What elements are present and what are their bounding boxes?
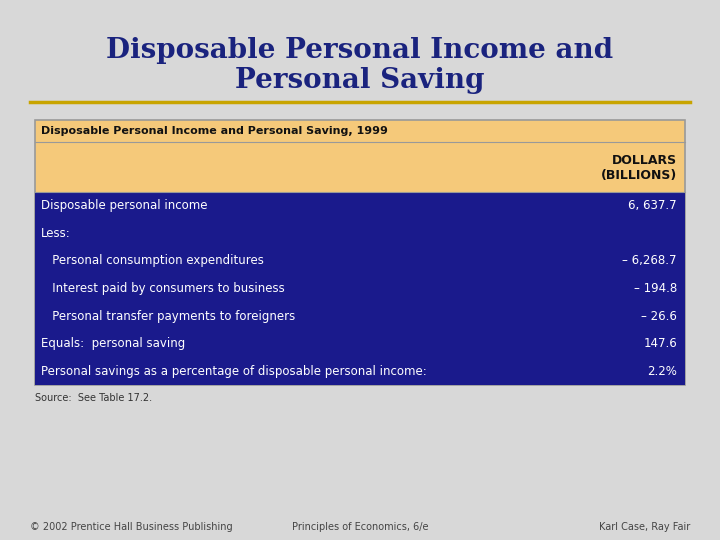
Text: Interest paid by consumers to business: Interest paid by consumers to business: [41, 282, 284, 295]
Text: Personal transfer payments to foreigners: Personal transfer payments to foreigners: [41, 309, 295, 322]
Text: 147.6: 147.6: [643, 337, 677, 350]
Text: 2.2%: 2.2%: [647, 364, 677, 377]
Text: – 194.8: – 194.8: [634, 282, 677, 295]
Bar: [35, 120, 685, 385]
Text: Disposable personal income: Disposable personal income: [41, 199, 207, 212]
Bar: [35, 192, 685, 385]
Text: © 2002 Prentice Hall Business Publishing: © 2002 Prentice Hall Business Publishing: [30, 522, 233, 532]
Text: Disposable Personal Income and: Disposable Personal Income and: [107, 37, 613, 64]
Text: – 26.6: – 26.6: [641, 309, 677, 322]
Text: Personal savings as a percentage of disposable personal income:: Personal savings as a percentage of disp…: [41, 364, 427, 377]
Text: Karl Case, Ray Fair: Karl Case, Ray Fair: [599, 522, 690, 532]
Text: Less:: Less:: [41, 227, 71, 240]
Text: DOLLARS: DOLLARS: [612, 154, 677, 167]
Text: Disposable Personal Income and Personal Saving, 1999: Disposable Personal Income and Personal …: [41, 126, 388, 136]
Text: Equals:  personal saving: Equals: personal saving: [41, 337, 185, 350]
Text: Personal consumption expenditures: Personal consumption expenditures: [41, 254, 264, 267]
Text: Source:  See Table 17.2.: Source: See Table 17.2.: [35, 393, 152, 403]
Text: 6, 637.7: 6, 637.7: [629, 199, 677, 212]
Text: (BILLIONS): (BILLIONS): [600, 168, 677, 181]
Text: Principles of Economics, 6/e: Principles of Economics, 6/e: [292, 522, 428, 532]
Text: Personal Saving: Personal Saving: [235, 66, 485, 93]
Text: – 6,268.7: – 6,268.7: [623, 254, 677, 267]
